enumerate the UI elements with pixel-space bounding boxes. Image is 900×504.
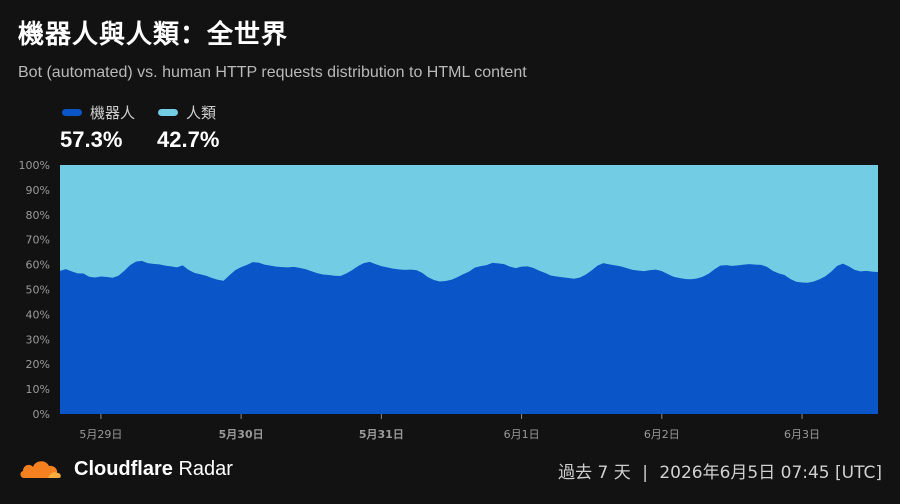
timestamp-label: 2026年6月5日 07:45 [UTC]	[659, 463, 882, 483]
y-tick-label: 60%	[26, 259, 50, 272]
y-tick-label: 30%	[26, 333, 50, 346]
y-tick-label: 90%	[26, 184, 50, 197]
x-tick-label: 6月1日	[504, 428, 540, 441]
y-tick-label: 50%	[26, 284, 50, 297]
y-tick-label: 0%	[33, 408, 50, 421]
legend-label-bots: 機器人	[90, 104, 136, 122]
legend-item-humans[interactable]: 人類	[158, 102, 216, 123]
chart-title: 機器人與人類：全世界	[18, 20, 289, 50]
bot-human-area-chart: 0% 10% 20% 30% 40% 50% 60% 70% 80% 90% 100% 5月29日 5…	[19, 159, 878, 441]
footer-separator: |	[642, 463, 648, 483]
cloudflare-radar-logo[interactable]: Cloudflare Radar	[18, 456, 233, 482]
legend-item-bots[interactable]: 機器人	[62, 102, 135, 123]
y-tick-label: 20%	[26, 358, 50, 371]
x-axis: 5月29日5月30日5月31日6月1日6月2日6月3日6月4日	[79, 414, 820, 441]
x-tick-label: 5月29日	[79, 428, 122, 441]
y-tick-label: 70%	[26, 234, 50, 247]
legend-value-bots: 57.3%	[60, 127, 123, 152]
footer-meta: 過去 7 天 | 2026年6月5日 07:45 [UTC]	[558, 458, 882, 483]
y-tick-label: 40%	[26, 308, 50, 321]
x-tick-label: 6月3日	[784, 428, 820, 441]
cloud-icon	[20, 461, 61, 478]
stacked-areas	[60, 165, 878, 414]
y-axis: 0% 10% 20% 30% 40% 50% 60% 70% 80% 90% 100%	[19, 159, 50, 421]
x-tick-label: 6月2日	[644, 428, 680, 441]
y-tick-label: 80%	[26, 209, 50, 222]
y-tick-label: 100%	[19, 159, 50, 172]
bot-area	[60, 260, 878, 414]
brand-text: Cloudflare Radar	[74, 458, 233, 481]
legend-value-humans: 42.7%	[157, 127, 220, 152]
legend-label-humans: 人類	[186, 104, 217, 122]
x-tick-label: 5月30日	[219, 428, 264, 441]
legend-swatch-humans	[158, 109, 178, 116]
legend-swatch-bots	[62, 109, 82, 116]
brand-product: Radar	[178, 457, 233, 480]
x-tick-label: 5月31日	[359, 428, 404, 441]
y-tick-label: 10%	[26, 383, 50, 396]
period-label: 過去 7 天	[558, 463, 631, 483]
chart-subtitle: Bot (automated) vs. human HTTP requests …	[18, 64, 527, 81]
brand-name: Cloudflare	[74, 457, 173, 480]
